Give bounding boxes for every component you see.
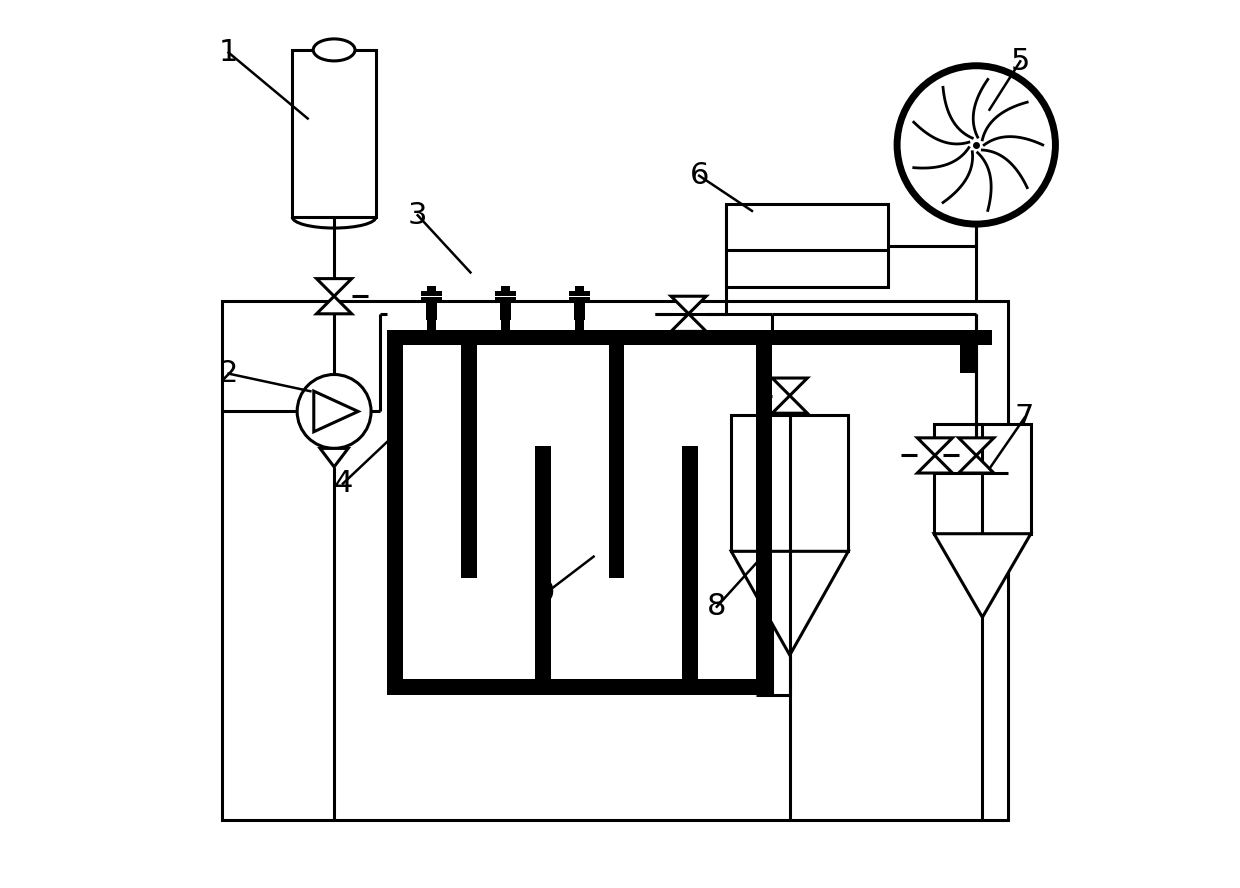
Bar	[427, 310, 436, 329]
Bar	[387, 329, 403, 694]
Bar	[732, 415, 848, 551]
Polygon shape	[671, 313, 707, 331]
Bar	[961, 345, 976, 373]
Bar	[387, 329, 773, 345]
Polygon shape	[320, 448, 348, 467]
Bar	[569, 290, 590, 296]
Bar	[495, 297, 516, 302]
Polygon shape	[959, 456, 993, 473]
Bar	[575, 310, 584, 329]
Text: 9: 9	[536, 579, 556, 608]
Bar	[422, 290, 441, 296]
Polygon shape	[918, 456, 952, 473]
Bar	[222, 302, 1008, 821]
Bar	[569, 297, 590, 302]
Ellipse shape	[314, 39, 355, 61]
Text: 7: 7	[1016, 403, 1034, 432]
Polygon shape	[934, 534, 1030, 617]
Bar	[575, 286, 584, 294]
Text: 3: 3	[408, 201, 428, 230]
Polygon shape	[918, 438, 952, 456]
Text: 1: 1	[219, 38, 238, 67]
Bar	[609, 329, 625, 578]
Bar	[422, 297, 441, 302]
Bar	[934, 424, 1030, 534]
Bar	[501, 310, 510, 329]
Text: 8: 8	[707, 592, 727, 622]
Text: 2: 2	[219, 359, 238, 388]
Bar	[756, 329, 773, 694]
Bar	[773, 329, 992, 345]
Bar	[427, 300, 438, 320]
Bar	[461, 329, 476, 578]
Polygon shape	[773, 378, 807, 396]
Polygon shape	[314, 391, 358, 432]
Text: 4: 4	[334, 469, 352, 498]
Bar	[293, 50, 376, 217]
Polygon shape	[732, 551, 848, 655]
Polygon shape	[671, 297, 707, 313]
Bar	[501, 286, 510, 294]
Circle shape	[298, 375, 371, 448]
Polygon shape	[316, 279, 352, 297]
Polygon shape	[316, 297, 352, 313]
Polygon shape	[959, 438, 993, 456]
Bar	[387, 678, 773, 694]
Bar	[495, 290, 516, 296]
Bar	[682, 447, 698, 694]
Bar	[574, 300, 585, 320]
Bar	[500, 300, 511, 320]
Bar	[534, 447, 551, 694]
Circle shape	[897, 66, 1055, 224]
Text: 5: 5	[1011, 47, 1030, 75]
Polygon shape	[773, 396, 807, 413]
Bar	[725, 204, 888, 288]
Text: 6: 6	[689, 162, 709, 190]
Bar	[427, 286, 436, 294]
